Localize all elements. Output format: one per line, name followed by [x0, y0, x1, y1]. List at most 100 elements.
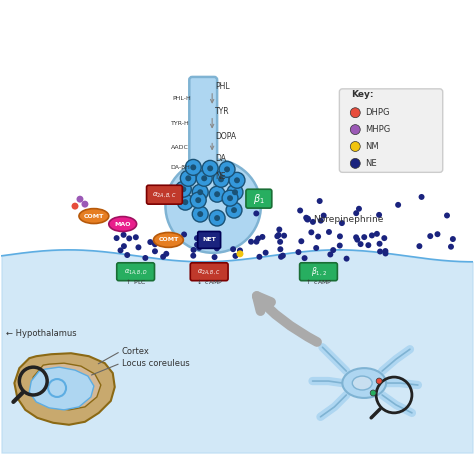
Circle shape — [383, 251, 389, 257]
Circle shape — [256, 254, 263, 260]
Text: Cortex: Cortex — [122, 347, 150, 356]
Circle shape — [185, 159, 201, 175]
Circle shape — [180, 170, 196, 186]
Circle shape — [337, 233, 343, 239]
Circle shape — [376, 241, 383, 247]
Circle shape — [147, 239, 153, 245]
Circle shape — [328, 252, 333, 257]
Circle shape — [353, 210, 359, 216]
Circle shape — [355, 237, 360, 242]
Text: COMT: COMT — [84, 213, 104, 218]
Circle shape — [280, 252, 286, 259]
Text: TYR-H: TYR-H — [172, 121, 190, 126]
Circle shape — [194, 242, 200, 248]
FancyBboxPatch shape — [189, 77, 217, 178]
Circle shape — [227, 195, 233, 201]
Circle shape — [435, 231, 440, 237]
Ellipse shape — [342, 368, 386, 398]
Circle shape — [213, 171, 229, 187]
Circle shape — [310, 219, 316, 225]
Circle shape — [209, 186, 225, 202]
Circle shape — [234, 178, 240, 183]
Circle shape — [298, 238, 304, 244]
Circle shape — [276, 227, 283, 232]
Circle shape — [160, 236, 166, 242]
Circle shape — [196, 170, 212, 186]
Circle shape — [337, 242, 343, 248]
Text: DA-βH: DA-βH — [171, 165, 190, 170]
Circle shape — [214, 215, 220, 221]
Text: MAO: MAO — [114, 222, 131, 227]
Circle shape — [330, 247, 336, 253]
Circle shape — [321, 212, 327, 218]
Circle shape — [196, 245, 202, 251]
Text: NE: NE — [365, 159, 377, 168]
Ellipse shape — [109, 217, 137, 232]
Ellipse shape — [79, 209, 109, 223]
Circle shape — [450, 236, 456, 242]
Circle shape — [417, 243, 422, 249]
Circle shape — [357, 241, 364, 247]
Circle shape — [202, 160, 218, 176]
Text: $\downarrow$ cAMP: $\downarrow$ cAMP — [195, 278, 223, 286]
FancyBboxPatch shape — [339, 89, 443, 173]
Circle shape — [230, 246, 236, 252]
Circle shape — [82, 201, 89, 207]
Ellipse shape — [352, 376, 372, 390]
Text: $\alpha_{1A,B,D}$: $\alpha_{1A,B,D}$ — [124, 267, 147, 276]
Text: $\uparrow$ PLC: $\uparrow$ PLC — [124, 277, 147, 286]
Circle shape — [353, 234, 359, 240]
FancyBboxPatch shape — [117, 263, 155, 281]
Circle shape — [185, 175, 191, 181]
Circle shape — [124, 252, 130, 258]
Circle shape — [277, 239, 283, 245]
Circle shape — [152, 241, 158, 247]
Circle shape — [190, 164, 196, 170]
Circle shape — [255, 236, 261, 242]
Circle shape — [376, 212, 382, 218]
Ellipse shape — [154, 232, 183, 247]
Circle shape — [207, 165, 213, 171]
Circle shape — [253, 211, 259, 217]
Circle shape — [248, 239, 254, 245]
Circle shape — [197, 211, 203, 217]
Circle shape — [211, 254, 218, 260]
Circle shape — [229, 173, 245, 188]
FancyBboxPatch shape — [246, 189, 272, 208]
Circle shape — [190, 253, 196, 259]
Circle shape — [350, 125, 360, 134]
Circle shape — [237, 247, 243, 253]
Circle shape — [175, 181, 191, 197]
Circle shape — [218, 176, 224, 182]
FancyBboxPatch shape — [190, 263, 228, 281]
Text: Locus coreuleus: Locus coreuleus — [122, 359, 190, 368]
Circle shape — [72, 202, 79, 210]
Circle shape — [259, 234, 265, 240]
Circle shape — [182, 199, 188, 205]
Circle shape — [395, 202, 401, 208]
Circle shape — [361, 234, 367, 240]
Text: MHPG: MHPG — [365, 125, 391, 134]
Circle shape — [365, 242, 371, 248]
Circle shape — [315, 234, 321, 240]
Circle shape — [226, 202, 242, 218]
Circle shape — [350, 108, 360, 118]
Text: ← Hypothalamus: ← Hypothalamus — [7, 329, 77, 338]
Circle shape — [304, 216, 311, 222]
Circle shape — [224, 166, 230, 173]
Circle shape — [181, 232, 187, 237]
Circle shape — [191, 247, 197, 253]
Circle shape — [164, 236, 170, 242]
Circle shape — [278, 254, 284, 260]
Circle shape — [295, 249, 301, 255]
Text: DA: DA — [215, 154, 226, 163]
Circle shape — [427, 233, 433, 239]
FancyBboxPatch shape — [192, 164, 214, 194]
Circle shape — [303, 215, 309, 221]
Circle shape — [136, 244, 141, 250]
Circle shape — [381, 235, 387, 241]
Circle shape — [350, 158, 360, 168]
Circle shape — [301, 255, 308, 261]
FancyBboxPatch shape — [146, 185, 182, 204]
Ellipse shape — [165, 159, 261, 253]
